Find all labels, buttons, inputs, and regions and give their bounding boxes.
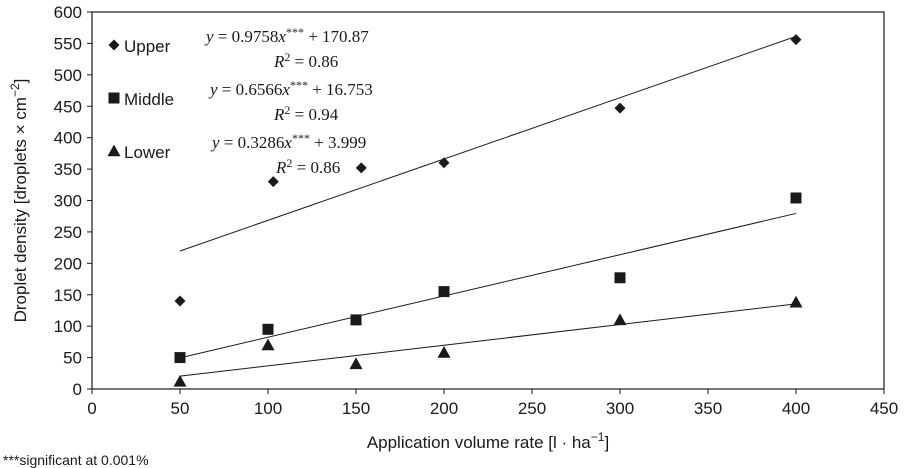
x-tick-label: 250: [518, 399, 546, 418]
y-tick-label: 550: [54, 34, 82, 53]
x-tick-label: 50: [171, 399, 190, 418]
point-middle: [351, 314, 362, 325]
point-lower: [350, 357, 363, 369]
x-tick-label: 300: [606, 399, 634, 418]
x-tick-label: 150: [342, 399, 370, 418]
y-axis-label: Droplet density [droplets × cm−2]: [8, 79, 30, 323]
point-middle: [615, 272, 626, 283]
point-upper: [615, 103, 626, 114]
y-tick-label: 300: [54, 192, 82, 211]
point-upper: [268, 176, 279, 187]
legend-label-upper: Upper: [124, 37, 171, 56]
trendline-middle: [180, 213, 796, 357]
equation-lower: y = 0.3286x*** + 3.999: [210, 131, 366, 152]
x-tick-label: 350: [694, 399, 722, 418]
y-tick-label: 500: [54, 66, 82, 85]
equation-middle: y = 0.6566x*** + 16.753: [208, 78, 373, 99]
x-axis-label: Application volume rate [l · ha−1]: [367, 430, 609, 452]
point-upper: [175, 296, 186, 307]
point-upper: [439, 157, 450, 168]
legend-marker-lower: [108, 145, 121, 157]
y-tick-label: 100: [54, 317, 82, 336]
legend-label-lower: Lower: [124, 143, 171, 162]
x-tick-label: 0: [87, 399, 96, 418]
x-tick-label: 200: [430, 399, 458, 418]
y-tick-label: 600: [54, 3, 82, 22]
equation-upper: y = 0.9758x*** + 170.87: [204, 25, 369, 46]
point-lower: [174, 375, 187, 387]
legend-marker-upper: [109, 40, 120, 51]
r-squared-lower: R2 = 0.86: [275, 156, 340, 177]
point-upper: [791, 34, 802, 45]
r-squared-middle: R2 = 0.94: [273, 103, 339, 124]
point-middle: [791, 192, 802, 203]
y-tick-label: 50: [63, 349, 82, 368]
y-tick-label: 0: [73, 380, 82, 399]
trendline-lower: [180, 304, 796, 376]
point-middle: [439, 286, 450, 297]
y-tick-label: 400: [54, 129, 82, 148]
point-lower: [262, 339, 275, 351]
legend-label-middle: Middle: [124, 90, 174, 109]
y-tick-label: 200: [54, 254, 82, 273]
y-tick-label: 350: [54, 160, 82, 179]
footnote: ***significant at 0.001%: [3, 452, 149, 468]
point-lower: [614, 313, 627, 325]
x-tick-label: 450: [870, 399, 898, 418]
y-tick-label: 150: [54, 286, 82, 305]
point-middle: [263, 324, 274, 335]
point-lower: [438, 346, 451, 358]
plot-frame: [92, 12, 884, 389]
y-tick-label: 450: [54, 97, 82, 116]
legend-marker-middle: [109, 93, 120, 104]
x-tick-label: 400: [782, 399, 810, 418]
point-upper: [356, 162, 367, 173]
r-squared-upper: R2 = 0.86: [273, 50, 338, 71]
point-lower: [790, 296, 803, 308]
point-middle: [175, 352, 186, 363]
x-tick-label: 100: [254, 399, 282, 418]
y-tick-label: 250: [54, 223, 82, 242]
